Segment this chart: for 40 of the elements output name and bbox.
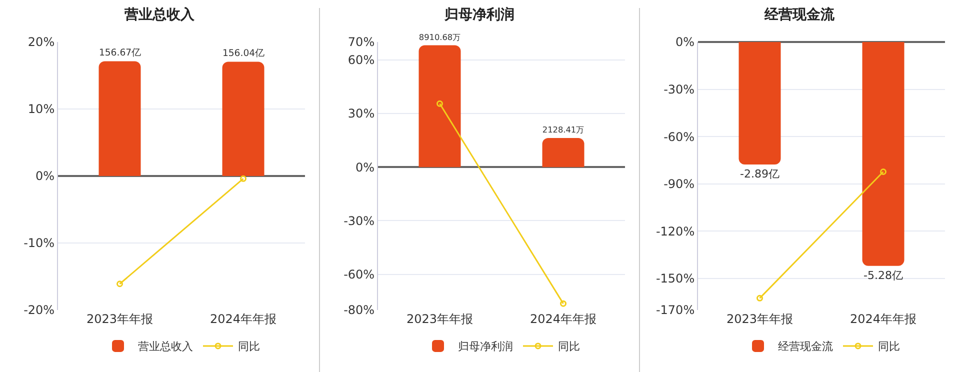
y-tick-label: -120% (656, 224, 695, 238)
y-tick-label: 0% (356, 160, 375, 174)
data-label: 8910.68万 (418, 32, 461, 42)
y-tick-label: -60% (344, 267, 375, 282)
chart-title: 经营现金流 (764, 6, 836, 24)
y-tick-label: -30% (664, 82, 695, 96)
y-tick-label: -150% (656, 272, 695, 286)
y-tick-label: 0% (36, 169, 55, 184)
y-tick-label: -10% (24, 236, 55, 250)
legend-label: 同比 (558, 340, 580, 354)
legend-label: 经营现金流 (778, 340, 833, 354)
y-tick-label: -20% (24, 303, 55, 318)
y-tick-label: 20% (28, 35, 55, 50)
data-label: 156.04亿 (222, 48, 264, 60)
data-label: -5.28亿 (864, 268, 903, 282)
legend-label: 营业总收入 (138, 340, 193, 354)
x-tick-label: 2023年年报 (726, 312, 794, 326)
y-tick-label: 0% (676, 35, 695, 50)
y-tick-label: 70% (348, 35, 375, 50)
data-label: 156.67亿 (98, 48, 141, 59)
data-label: -2.89亿 (740, 168, 780, 181)
y-tick-label: -170% (656, 303, 695, 318)
y-tick-label: 10% (28, 102, 55, 116)
legend-label: 同比 (878, 340, 900, 354)
x-tick-label: 2024年年报 (530, 312, 597, 326)
chart-title: 归母净利润 (444, 6, 514, 24)
x-tick-label: 2023年年报 (406, 312, 474, 326)
y-tick-label: 60% (348, 53, 375, 68)
y-tick-label: -90% (664, 177, 695, 192)
y-tick-label: -60% (664, 130, 695, 144)
x-tick-label: 2023年年报 (86, 312, 154, 326)
legend-label: 归母净利润 (458, 340, 513, 354)
y-tick-label: 30% (348, 106, 375, 121)
chart-title: 营业总收入 (124, 7, 196, 24)
x-tick-label: 2024年年报 (850, 312, 917, 326)
legend-label: 同比 (238, 340, 260, 354)
y-tick-label: -30% (344, 214, 375, 228)
y-tick-label: -80% (344, 303, 375, 318)
x-tick-label: 2024年年报 (210, 312, 277, 326)
data-label: 2128.41万 (542, 124, 584, 135)
